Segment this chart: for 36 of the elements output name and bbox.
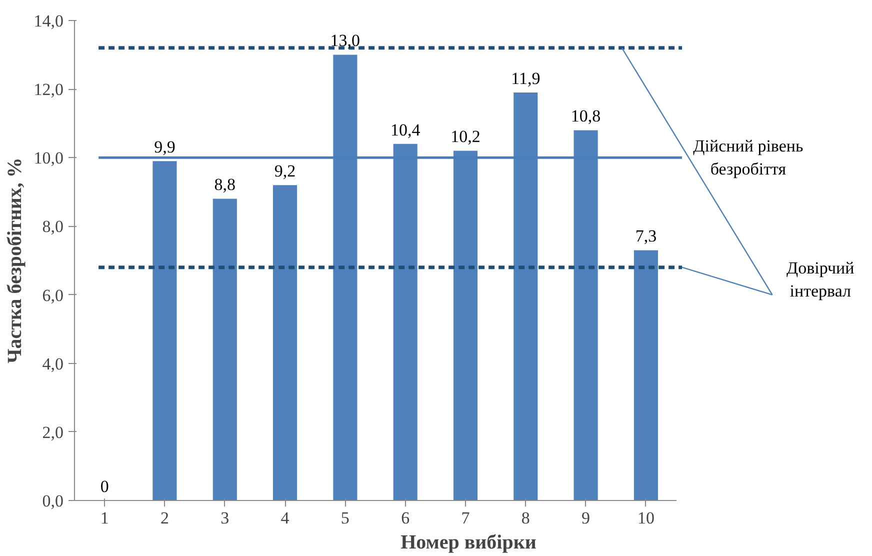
bar [212,198,237,500]
x-tick-label: 1 [100,508,109,528]
data-label: 10,8 [570,106,601,126]
y-axis-title: Частка безробітних, % [4,158,26,364]
y-tick-label: 8,0 [42,217,64,236]
x-tick-label: 7 [461,508,470,528]
x-tick-label: 10 [637,508,654,528]
bar [152,161,177,500]
x-tick-label: 2 [160,508,169,528]
y-tick-label: 6,0 [42,286,64,305]
data-label: 9,2 [274,162,296,180]
x-tick-label: 4 [280,508,290,528]
y-tick-label: 12,0 [34,80,64,100]
bar [273,185,298,500]
data-label: 9,9 [154,138,176,156]
ref-line-label: Дійсний рівень безробіття [693,136,804,179]
x-tick-label: 8 [521,508,530,528]
y-tick-label: 2,0 [42,422,64,442]
x-tick-label: 6 [401,508,410,528]
bar [634,250,658,500]
x-tick-label: 5 [340,508,350,528]
data-label: 10,4 [390,120,421,140]
y-tick-label: 0,0 [42,492,64,510]
y-tick-label: 10,0 [34,148,64,168]
data-label: 11,9 [511,68,540,88]
x-tick-label: 3 [220,508,230,528]
x-axis-title: Номер вибірки [400,532,536,554]
ref-line-label: Довірчий інтервал [786,258,854,300]
data-label: 13,0 [330,31,360,50]
data-label: 10,2 [450,127,480,146]
y-tick-label: 14,0 [34,12,64,30]
data-label: 8,8 [214,175,236,194]
y-tick-label: 4,0 [42,354,64,374]
x-tick-label: 9 [582,508,590,528]
data-label: 0 [100,476,109,496]
data-label: 7,3 [635,226,657,246]
